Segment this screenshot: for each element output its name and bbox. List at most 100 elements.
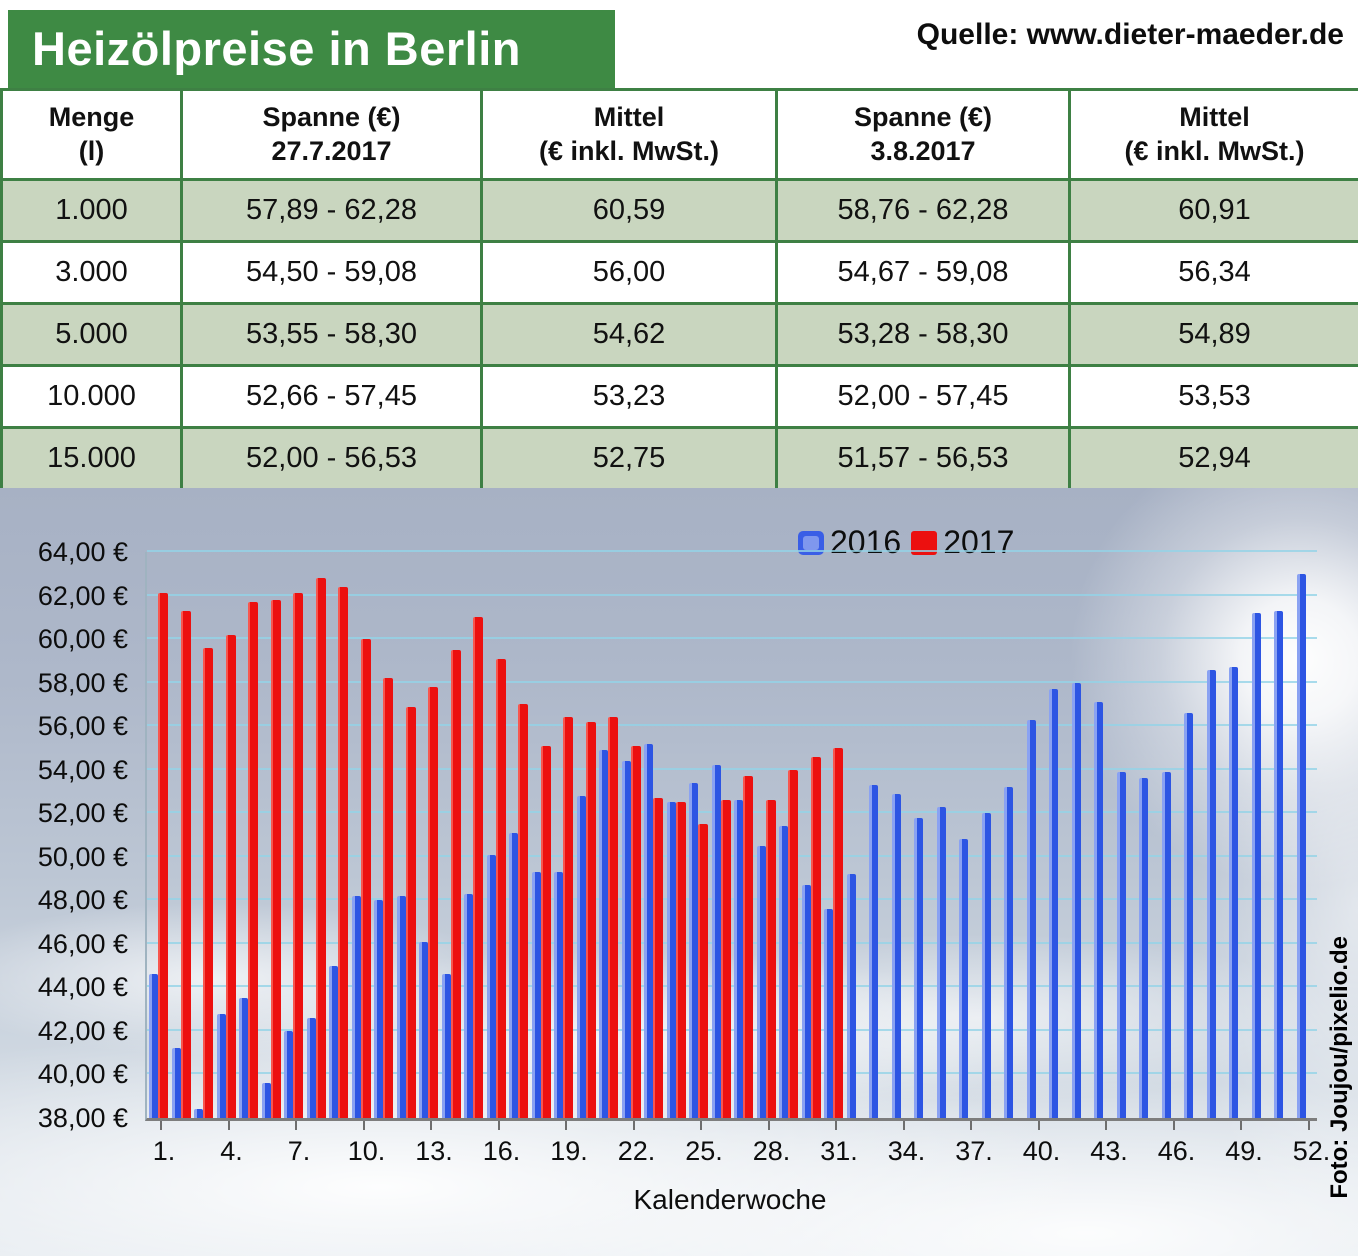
bar-2017-week-12 xyxy=(405,706,416,1118)
week-group-23 xyxy=(642,552,665,1118)
gridline xyxy=(147,854,1317,857)
bar-2017-week-23 xyxy=(653,797,663,1118)
week-group-4 xyxy=(215,552,238,1118)
source-credit: Quelle: www.dieter-maeder.de xyxy=(916,18,1344,51)
table-cell: 52,75 xyxy=(480,426,778,491)
legend-item-2017: 2017 xyxy=(911,524,1014,561)
week-group-14 xyxy=(440,552,463,1118)
bar-2017-week-9 xyxy=(338,586,348,1118)
bar-2016-week-28 xyxy=(756,845,766,1118)
x-tick-mark xyxy=(835,1121,837,1130)
bar-2016-week-37 xyxy=(959,839,968,1118)
week-group-19 xyxy=(552,552,575,1118)
x-tick-mark xyxy=(767,1121,770,1130)
bar-2016-week-8 xyxy=(306,1017,316,1118)
bar-2016-week-48 xyxy=(1206,669,1216,1118)
bar-2017-week-7 xyxy=(293,593,303,1118)
gridline xyxy=(147,898,1317,901)
bar-2016-week-15 xyxy=(464,893,473,1118)
week-group-25 xyxy=(687,552,710,1118)
legend-label-2017: 2017 xyxy=(943,524,1015,560)
column-header-4: Mittel (€ inkl. MwSt.) xyxy=(1068,88,1358,181)
bar-2016-week-46 xyxy=(1161,771,1171,1118)
week-group-38 xyxy=(980,552,1003,1118)
bar-2017-week-13 xyxy=(428,687,438,1118)
x-tick-mark xyxy=(565,1121,567,1130)
week-group-5 xyxy=(237,552,260,1118)
week-group-27 xyxy=(732,552,755,1118)
bar-2016-week-19 xyxy=(554,872,563,1118)
plot-area xyxy=(145,550,1317,1121)
week-group-21 xyxy=(597,552,620,1118)
week-group-15 xyxy=(462,552,485,1118)
gridline xyxy=(147,550,1317,552)
bar-2017-week-6 xyxy=(270,599,281,1118)
bar-2016-week-21 xyxy=(599,750,608,1118)
y-tick-label: 52,00 € xyxy=(37,798,128,829)
table-cell: 54,50 - 59,08 xyxy=(180,240,483,305)
table-cell: 53,28 - 58,30 xyxy=(775,302,1071,367)
x-axis-title: Kalenderwoche xyxy=(633,1184,827,1215)
week-group-41 xyxy=(1047,552,1070,1118)
gridline xyxy=(147,637,1317,640)
column-header-0: Menge (l) xyxy=(0,88,183,181)
x-tick-label: 16. xyxy=(482,1136,521,1166)
bar-2016-week-43 xyxy=(1094,702,1103,1118)
price-table: Menge (l) Spanne (€) 27.7.2017 Mittel (€ inkl… xyxy=(0,88,1358,491)
bar-2016-week-1 xyxy=(149,974,158,1118)
bar-2016-week-44 xyxy=(1116,771,1126,1118)
bar-2016-week-38 xyxy=(981,813,991,1118)
bar-2017-week-4 xyxy=(225,634,236,1118)
table-cell: 58,76 - 62,28 xyxy=(775,178,1071,243)
bar-2016-week-13 xyxy=(419,941,428,1118)
bar-2016-week-20 xyxy=(576,795,586,1118)
y-tick-label: 62,00 € xyxy=(37,580,128,611)
x-tick-label: 31. xyxy=(820,1136,858,1166)
table-row: 10.000 52,66 - 57,45 53,23 52,00 - 57,45 53,… xyxy=(0,364,1358,429)
x-tick-label: 43. xyxy=(1090,1136,1128,1166)
table-cell: 53,23 xyxy=(480,364,778,429)
week-group-33 xyxy=(867,552,890,1118)
week-group-30 xyxy=(800,552,823,1118)
bar-2016-week-40 xyxy=(1026,719,1036,1118)
gridline xyxy=(147,593,1317,596)
week-group-18 xyxy=(530,552,553,1118)
bar-2017-week-17 xyxy=(518,704,528,1118)
gridline xyxy=(147,941,1317,944)
bar-2016-week-7 xyxy=(284,1030,293,1118)
bar-2017-week-20 xyxy=(585,721,596,1118)
bar-2016-week-5 xyxy=(239,998,248,1118)
bar-2017-week-29 xyxy=(788,769,798,1118)
week-group-9 xyxy=(327,552,350,1118)
gridline xyxy=(147,811,1317,814)
week-group-48 xyxy=(1205,552,1228,1118)
column-header-2: Mittel (€ inkl. MwSt.) xyxy=(480,88,778,181)
week-group-44 xyxy=(1115,552,1138,1118)
bar-2017-week-3 xyxy=(203,647,213,1118)
bar-2016-week-26 xyxy=(711,765,721,1118)
page-title: Heizölpreise in Berlin xyxy=(8,10,615,88)
x-tick-label: 52. xyxy=(1292,1136,1331,1166)
table-cell: 54,67 - 59,08 xyxy=(775,240,1071,305)
table-cell: 52,66 - 57,45 xyxy=(180,364,483,429)
photo-credit: Foto: Joujou/pixelio.de xyxy=(1326,936,1353,1199)
y-tick-label: 56,00 € xyxy=(37,711,128,742)
bar-2017-week-25 xyxy=(698,824,708,1118)
table-cell: 52,00 - 56,53 xyxy=(180,426,483,491)
bar-2016-week-39 xyxy=(1004,787,1013,1118)
week-group-32 xyxy=(845,552,868,1118)
week-group-51 xyxy=(1272,552,1295,1118)
x-tick-mark xyxy=(227,1121,230,1130)
y-tick-label: 42,00 € xyxy=(37,1015,128,1046)
week-group-12 xyxy=(395,552,418,1118)
week-group-47 xyxy=(1182,552,1205,1118)
x-tick-label: 28. xyxy=(752,1136,791,1166)
week-group-2 xyxy=(170,552,193,1118)
gridline xyxy=(147,680,1317,683)
x-tick-label: 34. xyxy=(887,1136,926,1166)
week-group-28 xyxy=(755,552,778,1118)
week-group-39 xyxy=(1002,552,1025,1118)
bar-2017-week-10 xyxy=(360,639,371,1118)
week-group-10 xyxy=(350,552,373,1118)
y-tick-label: 38,00 € xyxy=(37,1103,128,1133)
